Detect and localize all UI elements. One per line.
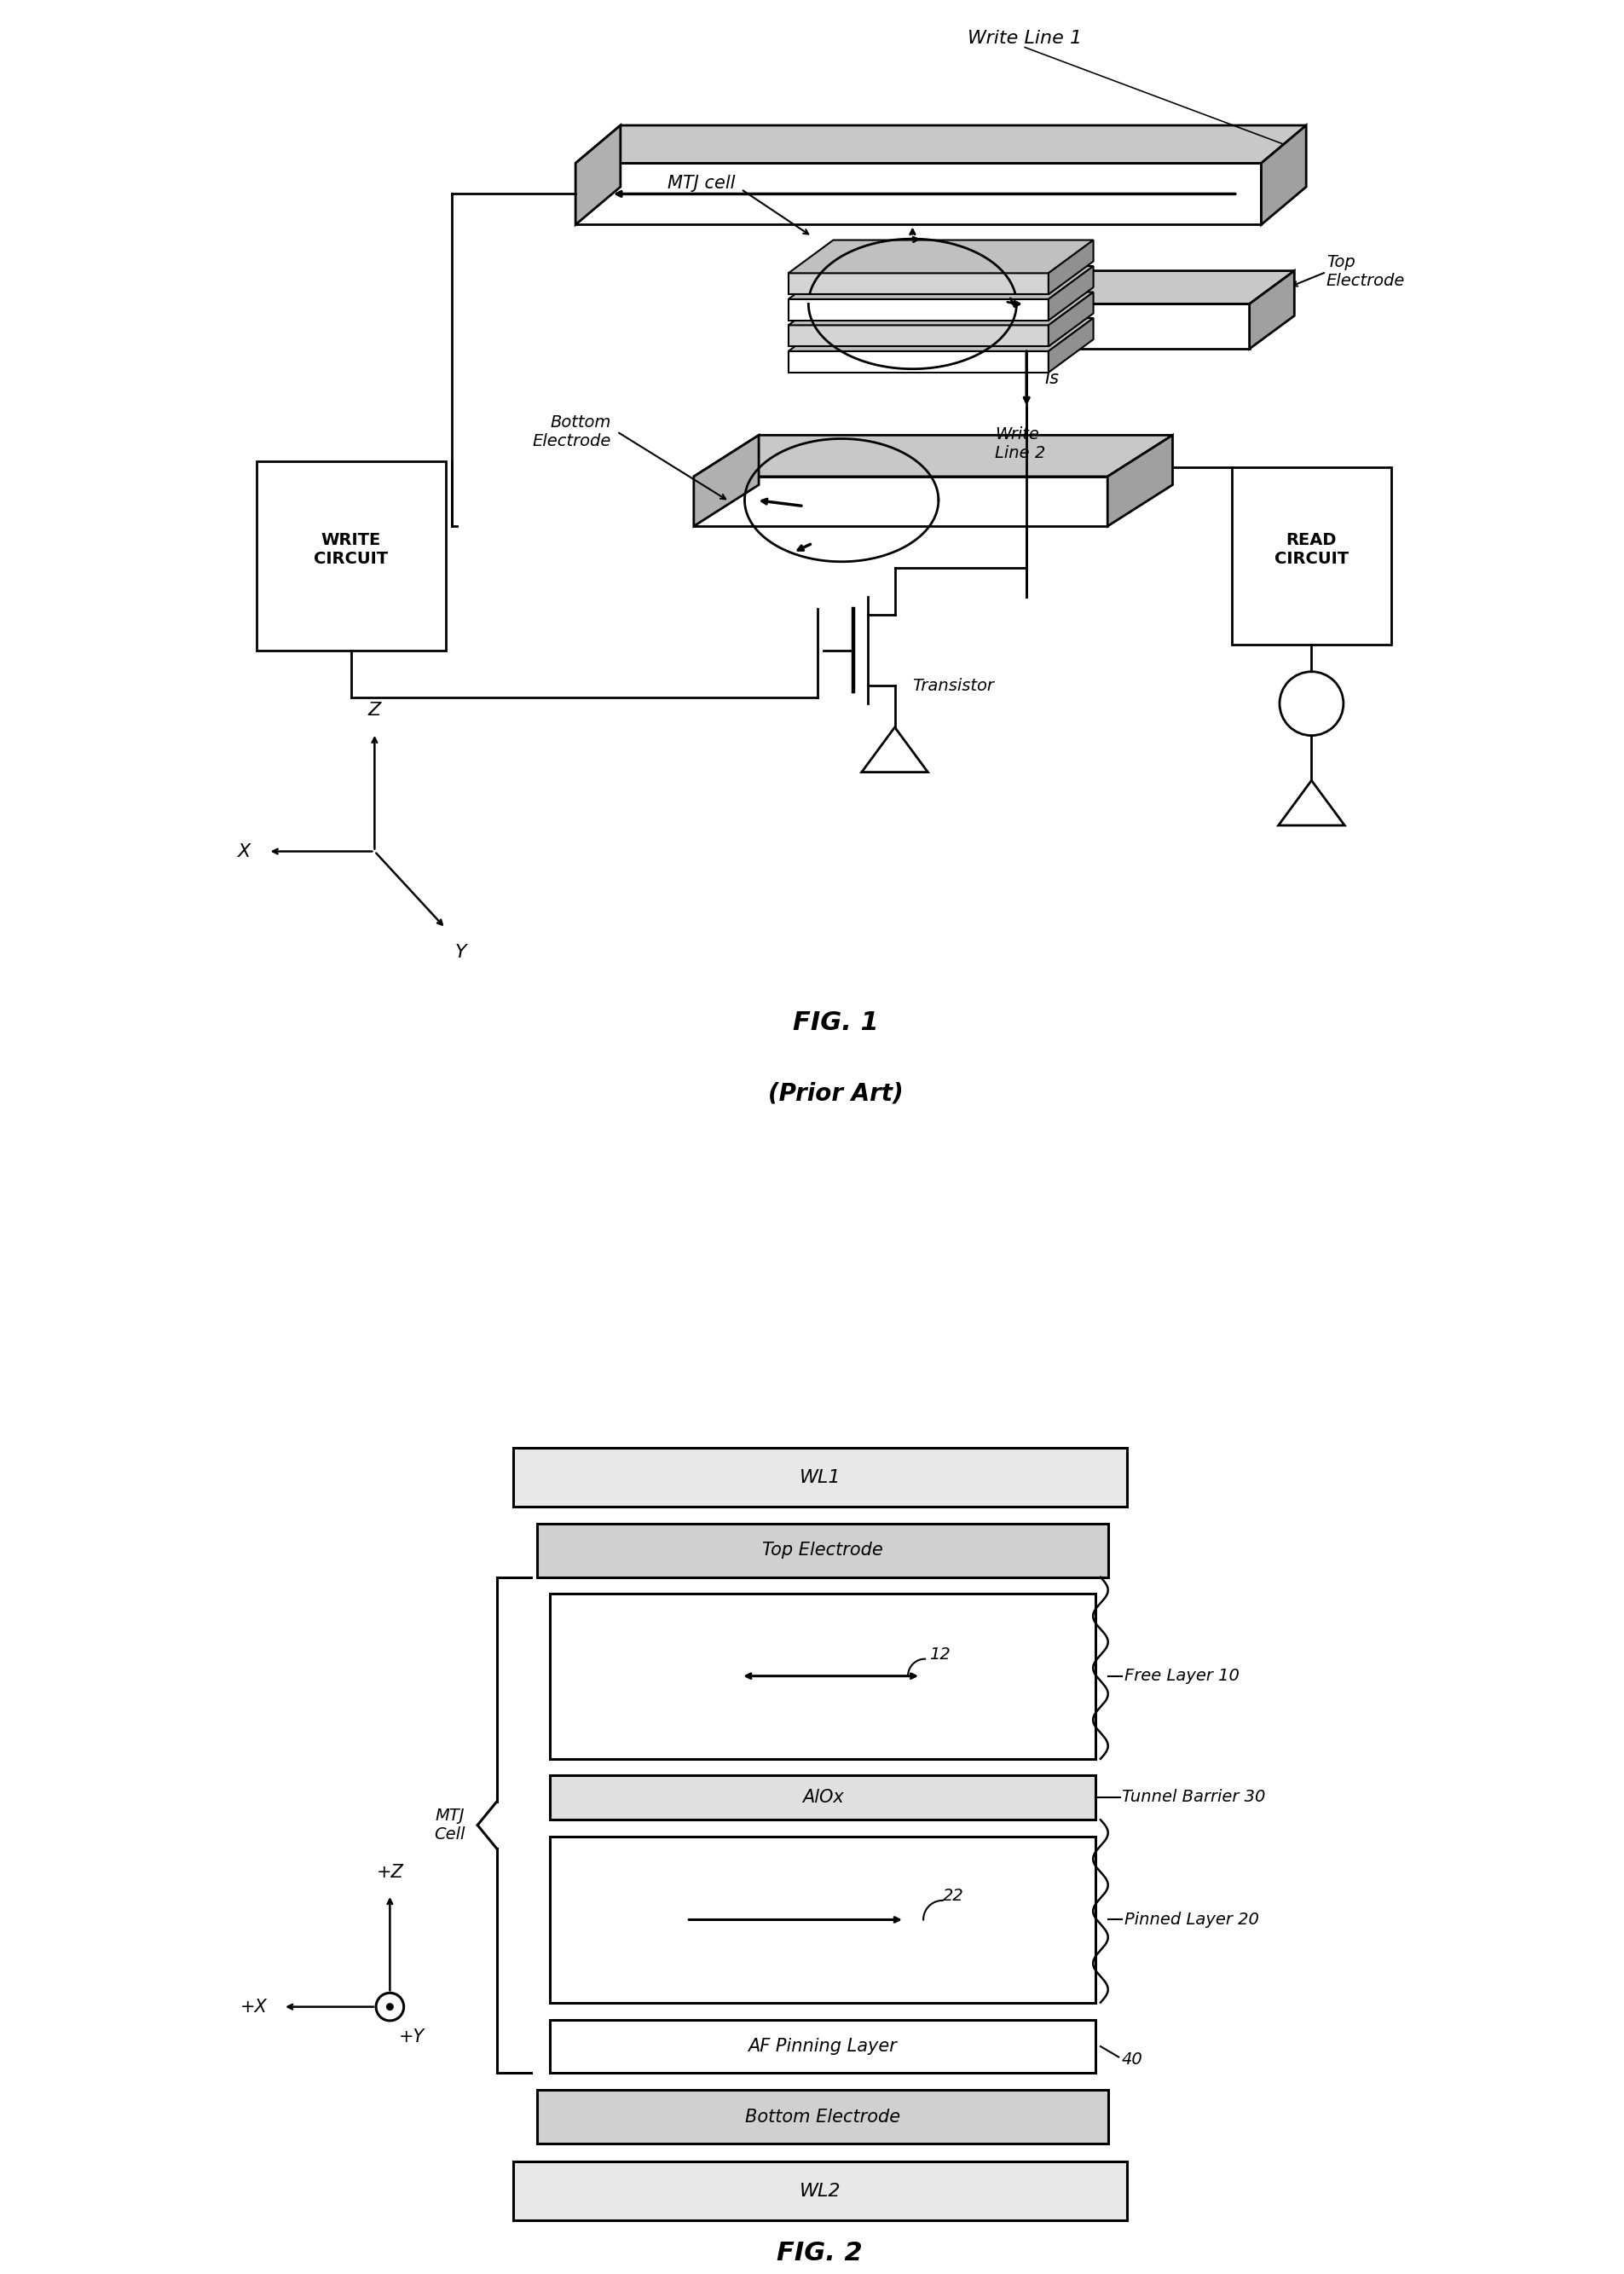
Polygon shape bbox=[788, 350, 1049, 373]
Text: Write
Line 2: Write Line 2 bbox=[996, 425, 1046, 462]
Polygon shape bbox=[575, 125, 620, 225]
Bar bbox=[551, 1776, 1095, 1819]
Polygon shape bbox=[1049, 291, 1093, 346]
Polygon shape bbox=[788, 241, 1093, 273]
Polygon shape bbox=[693, 434, 758, 525]
Text: Is: Is bbox=[1044, 371, 1059, 387]
Polygon shape bbox=[1108, 434, 1173, 525]
Circle shape bbox=[387, 2003, 393, 2010]
Text: +X: +X bbox=[240, 1999, 266, 2015]
Polygon shape bbox=[575, 164, 1262, 225]
Text: Write Line 1: Write Line 1 bbox=[968, 30, 1082, 48]
Text: 40: 40 bbox=[1122, 2051, 1143, 2067]
Text: +Z: +Z bbox=[377, 1865, 403, 1881]
Polygon shape bbox=[788, 291, 1093, 325]
Text: WL1: WL1 bbox=[799, 1469, 841, 1485]
Polygon shape bbox=[788, 300, 1049, 321]
Bar bbox=[551, 2019, 1095, 2074]
Text: WL2: WL2 bbox=[799, 2183, 841, 2199]
Text: Bottom
Electrode: Bottom Electrode bbox=[533, 414, 611, 448]
Text: FIG. 1: FIG. 1 bbox=[793, 1010, 879, 1035]
Polygon shape bbox=[906, 271, 1294, 305]
Polygon shape bbox=[862, 728, 927, 773]
Text: AF Pinning Layer: AF Pinning Layer bbox=[749, 2038, 896, 2056]
Text: X: X bbox=[237, 844, 250, 860]
Polygon shape bbox=[575, 125, 1306, 164]
Text: MTJ
Cell: MTJ Cell bbox=[434, 1808, 464, 1842]
Text: 22: 22 bbox=[942, 1887, 963, 1903]
Circle shape bbox=[377, 1992, 404, 2022]
Bar bbox=[538, 2090, 1108, 2144]
Bar bbox=[551, 1837, 1095, 2003]
Text: 12: 12 bbox=[929, 1646, 950, 1662]
Text: Top
Electrode: Top Electrode bbox=[1327, 255, 1405, 289]
Polygon shape bbox=[788, 325, 1049, 346]
Bar bbox=[257, 462, 445, 650]
Text: WRITE
CIRCUIT: WRITE CIRCUIT bbox=[313, 532, 388, 566]
Text: Tunnel Barrier 30: Tunnel Barrier 30 bbox=[1122, 1790, 1265, 1806]
Polygon shape bbox=[693, 478, 1108, 525]
Text: Top Electrode: Top Electrode bbox=[762, 1542, 883, 1560]
Polygon shape bbox=[1049, 318, 1093, 373]
Text: Transistor: Transistor bbox=[913, 678, 994, 694]
Polygon shape bbox=[788, 318, 1093, 350]
Text: READ
CIRCUIT: READ CIRCUIT bbox=[1275, 532, 1348, 566]
Text: MTJ cell: MTJ cell bbox=[667, 175, 736, 191]
Polygon shape bbox=[1249, 271, 1294, 348]
Text: Bottom Electrode: Bottom Electrode bbox=[745, 2108, 900, 2126]
Text: AlOx: AlOx bbox=[802, 1790, 843, 1806]
Bar bbox=[513, 1449, 1127, 1508]
Polygon shape bbox=[1262, 125, 1306, 225]
Text: FIG. 2: FIG. 2 bbox=[776, 2240, 862, 2265]
Polygon shape bbox=[788, 273, 1049, 293]
Text: Y: Y bbox=[455, 944, 466, 960]
Bar bbox=[513, 2163, 1127, 2219]
Bar bbox=[551, 1594, 1095, 1758]
Text: Z: Z bbox=[369, 703, 382, 719]
Text: Free Layer 10: Free Layer 10 bbox=[1124, 1667, 1239, 1685]
Polygon shape bbox=[1278, 780, 1345, 825]
Polygon shape bbox=[1049, 266, 1093, 321]
Text: (Prior Art): (Prior Art) bbox=[768, 1082, 903, 1105]
Circle shape bbox=[1280, 671, 1343, 735]
Bar bbox=[538, 1524, 1108, 1578]
Text: Pinned Layer 20: Pinned Layer 20 bbox=[1124, 1912, 1259, 1928]
Polygon shape bbox=[788, 266, 1093, 300]
Text: +Y: +Y bbox=[398, 2028, 424, 2044]
Bar bbox=[1231, 466, 1392, 644]
Polygon shape bbox=[693, 434, 1173, 478]
Polygon shape bbox=[1049, 241, 1093, 293]
Polygon shape bbox=[906, 305, 1249, 348]
